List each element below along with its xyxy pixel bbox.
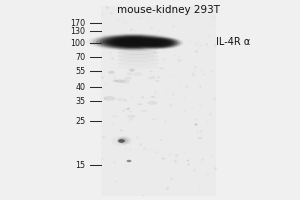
Text: 170: 170 xyxy=(70,19,86,27)
Ellipse shape xyxy=(149,71,153,72)
Ellipse shape xyxy=(148,39,173,47)
Ellipse shape xyxy=(116,38,152,46)
Ellipse shape xyxy=(115,79,124,83)
Ellipse shape xyxy=(187,160,189,161)
Ellipse shape xyxy=(93,34,174,50)
Text: mouse-kidney 293T: mouse-kidney 293T xyxy=(116,5,220,15)
Text: 100: 100 xyxy=(70,38,86,47)
Ellipse shape xyxy=(144,38,177,48)
Ellipse shape xyxy=(140,37,182,49)
Ellipse shape xyxy=(157,76,160,78)
Ellipse shape xyxy=(119,79,130,84)
Ellipse shape xyxy=(123,81,126,82)
Ellipse shape xyxy=(125,108,130,110)
Ellipse shape xyxy=(90,33,177,51)
Text: 40: 40 xyxy=(76,83,85,92)
Ellipse shape xyxy=(106,37,161,47)
Ellipse shape xyxy=(126,73,133,75)
Ellipse shape xyxy=(128,119,133,121)
Ellipse shape xyxy=(117,138,128,144)
Ellipse shape xyxy=(127,115,136,118)
FancyBboxPatch shape xyxy=(100,6,216,196)
Ellipse shape xyxy=(117,58,159,62)
Text: 130: 130 xyxy=(70,26,86,36)
Text: IL-4R α: IL-4R α xyxy=(216,37,250,47)
Ellipse shape xyxy=(137,103,142,105)
Ellipse shape xyxy=(103,96,116,101)
Ellipse shape xyxy=(117,47,159,51)
Text: 35: 35 xyxy=(75,97,85,106)
Ellipse shape xyxy=(148,77,155,79)
Ellipse shape xyxy=(117,50,159,55)
Text: 25: 25 xyxy=(75,116,85,126)
Ellipse shape xyxy=(117,137,132,145)
Ellipse shape xyxy=(108,71,114,73)
Ellipse shape xyxy=(160,67,164,69)
Ellipse shape xyxy=(198,137,203,139)
Ellipse shape xyxy=(161,158,166,160)
Ellipse shape xyxy=(160,139,163,141)
Ellipse shape xyxy=(103,36,164,48)
Ellipse shape xyxy=(118,139,125,143)
Ellipse shape xyxy=(147,101,157,105)
Ellipse shape xyxy=(137,37,184,49)
Ellipse shape xyxy=(117,54,159,58)
Ellipse shape xyxy=(129,68,135,71)
Ellipse shape xyxy=(127,160,131,162)
Ellipse shape xyxy=(146,39,175,47)
Text: 55: 55 xyxy=(75,66,85,75)
Ellipse shape xyxy=(112,80,119,82)
Ellipse shape xyxy=(112,38,155,46)
Ellipse shape xyxy=(155,80,160,82)
Ellipse shape xyxy=(124,77,132,80)
Text: 70: 70 xyxy=(75,52,85,62)
Ellipse shape xyxy=(150,40,171,46)
Ellipse shape xyxy=(109,37,158,47)
Ellipse shape xyxy=(96,35,171,49)
Text: 15: 15 xyxy=(75,160,85,170)
Ellipse shape xyxy=(142,38,179,48)
Ellipse shape xyxy=(118,138,126,142)
Ellipse shape xyxy=(108,71,116,75)
Ellipse shape xyxy=(195,66,197,67)
Ellipse shape xyxy=(99,35,168,49)
Ellipse shape xyxy=(151,96,154,97)
Ellipse shape xyxy=(130,70,134,72)
